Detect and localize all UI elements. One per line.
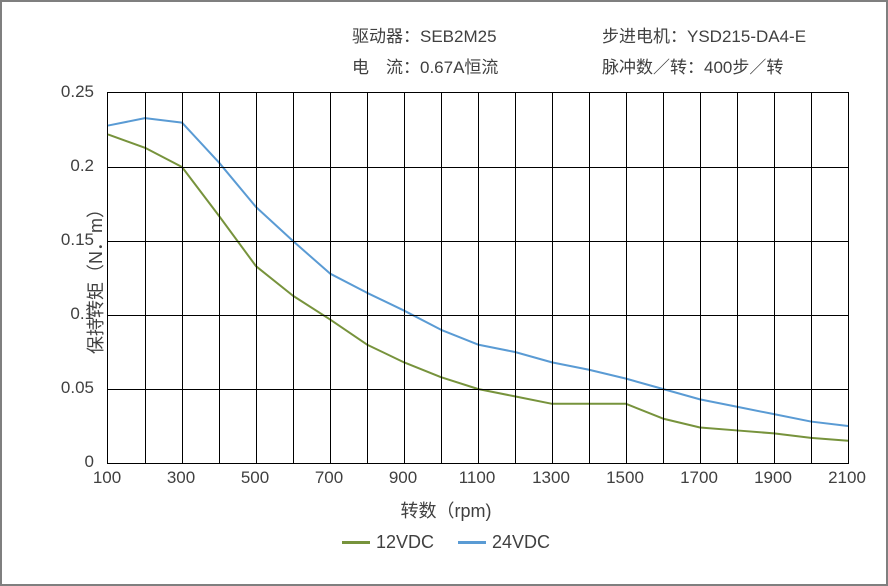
- gridline-vertical: [737, 93, 738, 463]
- gridline-vertical: [145, 93, 146, 463]
- gridline-horizontal: [108, 389, 848, 390]
- header-row-2: 电 流：0.67A恒流 脉冲数／转：400步／转: [352, 53, 866, 78]
- gridline-vertical: [552, 93, 553, 463]
- x-tick-label: 1300: [521, 468, 581, 488]
- plot-area: [107, 92, 849, 464]
- y-tick-label: 0.2: [34, 156, 94, 176]
- x-tick-label: 500: [225, 468, 285, 488]
- legend-item-24VDC: 24VDC: [458, 532, 550, 553]
- motor-label: 步进电机：: [602, 27, 687, 46]
- gridline-horizontal: [108, 167, 848, 168]
- gridline-horizontal: [108, 241, 848, 242]
- gridline-vertical: [515, 93, 516, 463]
- gridline-vertical: [663, 93, 664, 463]
- y-tick-label: 0.25: [34, 82, 94, 102]
- current-value: 0.67A恒流: [420, 58, 498, 77]
- legend-swatch: [458, 541, 486, 544]
- gridline-vertical: [256, 93, 257, 463]
- gridline-vertical: [182, 93, 183, 463]
- pulse-label: 脉冲数／转：: [602, 58, 704, 77]
- x-tick-label: 1900: [743, 468, 803, 488]
- gridline-vertical: [478, 93, 479, 463]
- legend-item-12VDC: 12VDC: [342, 532, 434, 553]
- gridline-vertical: [367, 93, 368, 463]
- gridline-vertical: [774, 93, 775, 463]
- x-tick-label: 1500: [595, 468, 655, 488]
- x-tick-label: 300: [151, 468, 211, 488]
- x-tick-label: 1700: [669, 468, 729, 488]
- gridline-vertical: [441, 93, 442, 463]
- legend-swatch: [342, 541, 370, 544]
- gridline-vertical: [626, 93, 627, 463]
- x-axis-label: 转数（rpm): [2, 497, 888, 523]
- x-tick-label: 900: [373, 468, 433, 488]
- motor-cell: 步进电机：YSD215-DA4-E: [602, 22, 866, 47]
- gridline-vertical: [330, 93, 331, 463]
- x-tick-label: 2100: [817, 468, 877, 488]
- driver-cell: 驱动器：SEB2M25: [352, 22, 602, 47]
- legend: 12VDC 24VDC: [2, 532, 888, 553]
- legend-label: 24VDC: [492, 532, 550, 553]
- gridline-vertical: [219, 93, 220, 463]
- chart-container: 驱动器：SEB2M25 步进电机：YSD215-DA4-E 电 流：0.67A恒…: [0, 0, 888, 586]
- gridline-vertical: [293, 93, 294, 463]
- gridline-horizontal: [108, 315, 848, 316]
- pulse-value: 400步／转: [704, 58, 783, 77]
- header-row-1: 驱动器：SEB2M25 步进电机：YSD215-DA4-E: [352, 22, 866, 47]
- legend-label: 12VDC: [376, 532, 434, 553]
- gridline-vertical: [589, 93, 590, 463]
- current-cell: 电 流：0.67A恒流: [352, 53, 602, 78]
- header-info: 驱动器：SEB2M25 步进电机：YSD215-DA4-E 电 流：0.67A恒…: [352, 22, 866, 84]
- driver-value: SEB2M25: [420, 27, 497, 46]
- driver-label: 驱动器：: [352, 27, 420, 46]
- current-label: 电 流：: [352, 53, 420, 78]
- y-tick-label: 0.1: [34, 304, 94, 324]
- y-tick-label: 0.05: [34, 378, 94, 398]
- gridline-vertical: [700, 93, 701, 463]
- y-axis-label: 保持转矩（N．m）: [82, 200, 108, 354]
- pulse-cell: 脉冲数／转：400步／转: [602, 53, 866, 78]
- gridline-vertical: [404, 93, 405, 463]
- x-tick-label: 1100: [447, 468, 507, 488]
- gridline-vertical: [811, 93, 812, 463]
- x-tick-label: 100: [77, 468, 137, 488]
- motor-value: YSD215-DA4-E: [687, 27, 806, 46]
- y-tick-label: 0.15: [34, 230, 94, 250]
- x-tick-label: 700: [299, 468, 359, 488]
